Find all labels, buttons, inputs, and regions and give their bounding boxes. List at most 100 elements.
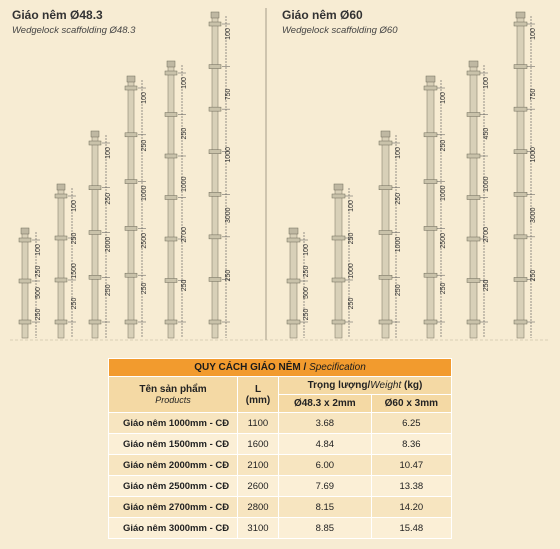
table-row: Giáo nêm 2000mm - CĐ 2100 6.00 10.47 [108, 454, 453, 476]
right-panel-subtitle: Wedgelock scaffolding Ø60 [282, 25, 398, 36]
wedge-cup [286, 319, 301, 325]
dimension-label: 250 [303, 309, 310, 321]
pole-spigot [90, 130, 100, 138]
dimension-label: 500 [35, 287, 42, 299]
wedge-cup [208, 149, 222, 154]
dimension-label: 250 [225, 270, 232, 282]
product-name-cell: Giáo nêm 3000mm - CĐ [108, 517, 238, 539]
col-product-header: Tên sản phẩm Products [108, 376, 238, 413]
wedge-cup [208, 21, 222, 27]
right-panel-title: Giáo nêm Ø60 [282, 8, 363, 22]
product-name-cell: Giáo nêm 2000mm - CĐ [108, 454, 238, 476]
dimension-label: 250 [530, 270, 537, 282]
wedge-cup [208, 319, 222, 325]
wedge-cup [513, 192, 528, 197]
wedge-cup [423, 179, 438, 184]
pole-spigot [380, 130, 391, 138]
dimension-label: 250 [181, 128, 188, 140]
wedge-cup [88, 319, 102, 325]
wedge-cup [124, 226, 138, 231]
wedge-cup [54, 193, 68, 199]
dimension-label: 100 [141, 92, 148, 104]
wedge-cup [88, 185, 102, 190]
wedge-cup [208, 234, 222, 240]
table-title: QUY CÁCH GIÁO NÊM / Specification [108, 358, 452, 377]
dimension-label: 1000 [395, 237, 402, 253]
dimension-label: 2700 [483, 227, 490, 243]
wedge-cup [164, 195, 178, 200]
scaffold-pole [469, 64, 478, 339]
wedge-cup [378, 140, 393, 146]
length-cell: 2100 [237, 454, 279, 476]
weight-48-cell: 8.85 [278, 517, 372, 539]
length-cell: 1100 [237, 412, 279, 434]
dimension-label: 750 [530, 88, 537, 100]
wedge-cup [164, 70, 178, 76]
dimension-label: 2500 [440, 233, 447, 249]
pole-spigot [126, 75, 136, 83]
dimension-label: 100 [225, 28, 232, 40]
weight-60-cell: 8.36 [370, 433, 453, 455]
wedge-cup [513, 277, 528, 282]
wedge-cup [208, 106, 222, 112]
dimension-label: 100 [181, 77, 188, 89]
weight-60-cell: 6.25 [370, 412, 453, 434]
wedge-cup [513, 149, 528, 154]
left-panel-subtitle: Wedgelock scaffolding Ø48.3 [12, 25, 136, 36]
scaffold-pole [426, 79, 435, 339]
product-name-cell: Giáo nêm 1000mm - CĐ [108, 412, 238, 434]
product-name-cell: Giáo nêm 2500mm - CĐ [108, 475, 238, 497]
wedge-cup [18, 319, 32, 325]
wedge-cup [466, 153, 481, 159]
product-name-cell: Giáo nêm 2700mm - CĐ [108, 496, 238, 518]
pole-spigot [333, 183, 344, 191]
dimension-label: 250 [105, 284, 112, 296]
wedge-cup [331, 235, 346, 241]
wedge-cup [466, 70, 481, 76]
wedge-cup [164, 236, 178, 242]
dimension-label: 100 [483, 77, 490, 89]
dimension-label: 250 [348, 233, 355, 245]
dimension-label: 250 [440, 282, 447, 294]
dimension-label: 250 [348, 298, 355, 310]
table-row: Giáo nêm 1000mm - CĐ 1100 3.68 6.25 [108, 412, 453, 434]
wedge-cup [423, 226, 438, 231]
scaffold-pole [167, 64, 175, 339]
wedge-cup [208, 277, 222, 282]
dimension-label: 250 [395, 193, 402, 205]
dimension-label: 100 [35, 244, 42, 256]
dimension-label: 250 [181, 279, 188, 291]
wedge-cup [54, 235, 68, 241]
wedge-cup [513, 64, 528, 69]
col-w48-header: Ø48.3 x 2mm [278, 394, 372, 413]
wedge-cup [286, 237, 301, 243]
pole-spigot [210, 11, 220, 19]
wedge-cup [331, 193, 346, 199]
dimension-label: 1000 [181, 176, 188, 192]
dimension-label: 1000 [141, 185, 148, 201]
dimension-label: 2000 [105, 237, 112, 253]
wedge-cup [513, 234, 528, 240]
wedge-cup [513, 319, 528, 325]
wedge-cup [378, 275, 393, 280]
length-cell: 2800 [237, 496, 279, 518]
weight-48-cell: 4.84 [278, 433, 372, 455]
weight-60-cell: 13.38 [370, 475, 453, 497]
weight-60-cell: 14.20 [370, 496, 453, 518]
scaffold-pole [381, 134, 390, 339]
wedge-cup [423, 132, 438, 138]
dimension-label: 250 [141, 282, 148, 294]
wedge-cup [54, 319, 68, 325]
wedge-cup [164, 319, 178, 325]
dimension-label: 3000 [530, 207, 537, 223]
wedge-cup [423, 272, 438, 278]
dimension-label: 450 [483, 128, 490, 140]
dimension-label: 250 [105, 193, 112, 205]
wedge-cup [466, 319, 481, 325]
wedge-cup [466, 112, 481, 117]
scaffold-pole [334, 187, 343, 339]
weight-48-cell: 7.69 [278, 475, 372, 497]
dimension-label: 750 [225, 88, 232, 100]
wedge-cup [378, 319, 393, 325]
weight-48-cell: 6.00 [278, 454, 372, 476]
